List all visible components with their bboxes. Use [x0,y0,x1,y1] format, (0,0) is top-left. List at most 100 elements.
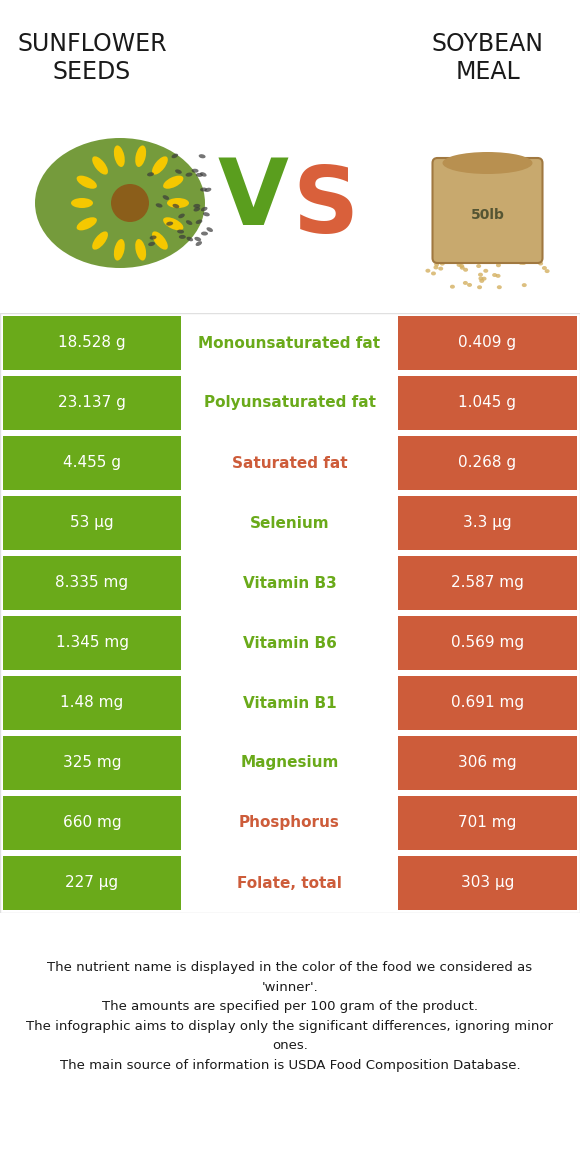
Ellipse shape [152,156,168,175]
Text: 23.137 g: 23.137 g [58,396,126,411]
Ellipse shape [521,261,526,265]
Ellipse shape [135,146,146,167]
FancyBboxPatch shape [398,616,577,670]
Text: S: S [292,162,358,252]
Ellipse shape [148,242,155,247]
Ellipse shape [201,231,208,236]
FancyBboxPatch shape [3,736,181,790]
Ellipse shape [442,254,447,257]
Ellipse shape [431,271,436,276]
Ellipse shape [477,285,482,289]
Ellipse shape [483,269,488,272]
Ellipse shape [542,266,547,270]
Ellipse shape [443,256,448,259]
FancyBboxPatch shape [3,316,181,370]
Ellipse shape [440,262,445,265]
Text: 50lb: 50lb [470,208,505,222]
Text: Selenium: Selenium [249,515,329,531]
Text: 1.345 mg: 1.345 mg [56,635,129,650]
Text: Magnesium: Magnesium [240,756,339,770]
Ellipse shape [476,264,481,268]
Ellipse shape [163,176,183,189]
Text: SOYBEAN
MEAL: SOYBEAN MEAL [432,32,543,85]
Ellipse shape [186,173,193,176]
FancyBboxPatch shape [398,556,577,610]
Ellipse shape [92,156,108,175]
Ellipse shape [35,139,205,268]
Ellipse shape [438,266,443,271]
Text: Polyunsaturated fat: Polyunsaturated fat [204,396,375,411]
Ellipse shape [497,285,502,289]
Text: 18.528 g: 18.528 g [58,336,126,351]
Ellipse shape [195,220,202,224]
FancyBboxPatch shape [398,495,577,549]
Ellipse shape [193,204,200,208]
Ellipse shape [436,252,440,256]
Ellipse shape [111,184,149,222]
Ellipse shape [177,230,184,234]
Text: SUNFLOWER
SEEDS: SUNFLOWER SEEDS [17,32,167,85]
Text: 2.587 mg: 2.587 mg [451,575,524,591]
Text: 325 mg: 325 mg [63,756,121,770]
Ellipse shape [545,269,550,274]
Ellipse shape [433,255,437,258]
Ellipse shape [205,188,211,193]
Ellipse shape [178,214,185,218]
Ellipse shape [199,154,205,158]
FancyBboxPatch shape [3,376,181,430]
Ellipse shape [194,237,201,241]
Ellipse shape [196,173,203,177]
Ellipse shape [152,231,168,250]
Ellipse shape [194,207,200,211]
Ellipse shape [77,176,97,189]
Ellipse shape [479,279,484,283]
FancyBboxPatch shape [398,796,577,850]
FancyBboxPatch shape [3,676,181,730]
Ellipse shape [443,151,532,174]
Ellipse shape [114,146,125,167]
Text: Monounsaturated fat: Monounsaturated fat [198,336,380,351]
Ellipse shape [459,264,464,268]
Ellipse shape [147,173,154,176]
FancyBboxPatch shape [398,736,577,790]
Ellipse shape [461,252,466,257]
Text: Saturated fat: Saturated fat [231,456,347,471]
Ellipse shape [481,277,487,281]
Ellipse shape [187,237,193,242]
Ellipse shape [77,217,97,230]
Ellipse shape [201,207,208,211]
Text: 306 mg: 306 mg [458,756,517,770]
FancyBboxPatch shape [3,856,181,910]
FancyBboxPatch shape [433,158,542,263]
Ellipse shape [162,195,169,200]
Text: 8.335 mg: 8.335 mg [56,575,129,591]
FancyBboxPatch shape [3,436,181,490]
Ellipse shape [467,283,472,286]
Ellipse shape [492,274,497,277]
Ellipse shape [463,281,468,285]
Ellipse shape [173,204,179,208]
Ellipse shape [92,231,108,250]
Ellipse shape [179,235,186,238]
Ellipse shape [163,217,183,230]
Ellipse shape [522,283,527,288]
Ellipse shape [191,169,198,173]
Ellipse shape [135,239,146,261]
Ellipse shape [463,268,468,271]
Ellipse shape [527,255,532,258]
Text: 4.455 g: 4.455 g [63,456,121,471]
FancyBboxPatch shape [398,316,577,370]
Ellipse shape [455,252,459,256]
Text: 0.569 mg: 0.569 mg [451,635,524,650]
FancyBboxPatch shape [398,436,577,490]
Ellipse shape [528,258,533,262]
Ellipse shape [71,198,93,208]
Ellipse shape [514,259,520,263]
Text: 0.691 mg: 0.691 mg [451,695,524,710]
Text: 0.409 g: 0.409 g [458,336,517,351]
Ellipse shape [206,228,213,232]
Ellipse shape [200,173,206,176]
Text: 303 μg: 303 μg [461,876,514,891]
Ellipse shape [155,203,162,208]
FancyBboxPatch shape [398,376,577,430]
